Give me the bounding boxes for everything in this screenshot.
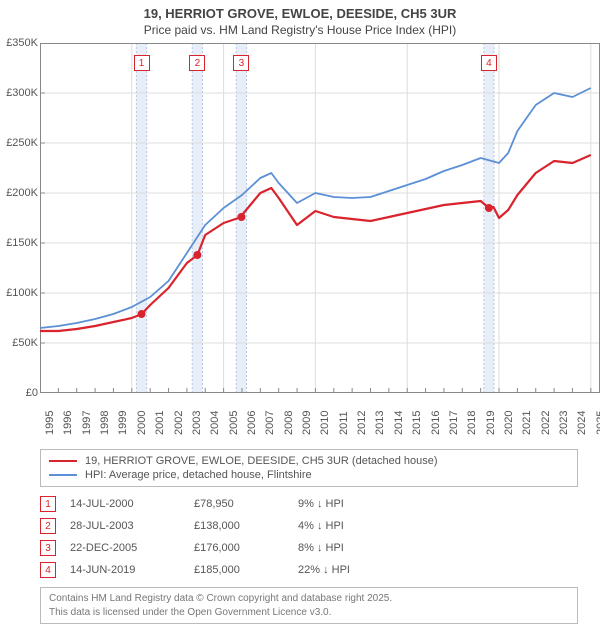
x-tick-label: 2012 — [356, 411, 368, 435]
x-tick-label: 2010 — [319, 411, 331, 435]
sale-row: 3 22-DEC-2005 £176,000 8% ↓ HPI — [40, 537, 560, 559]
sales-table: 1 14-JUL-2000 £78,950 9% ↓ HPI 2 28-JUL-… — [40, 493, 560, 581]
legend-swatch — [49, 474, 77, 476]
x-tick-label: 2021 — [521, 411, 533, 435]
x-axis-labels: 1995 1996 1997 1998 1999 2000 2001 2002 2003 2004… — [40, 393, 600, 443]
sale-row-marker: 2 — [40, 518, 56, 534]
x-tick-label: 2002 — [173, 411, 185, 435]
x-tick-label: 2015 — [411, 411, 423, 435]
x-tick-label: 2022 — [540, 411, 552, 435]
y-tick-label: £50K — [2, 337, 38, 349]
x-tick-label: 2004 — [209, 411, 221, 435]
y-tick-label: £350K — [2, 37, 38, 49]
x-tick-label: 2017 — [448, 411, 460, 435]
y-tick-label: £300K — [2, 87, 38, 99]
chart-plot-area: 1 2 3 4 — [40, 43, 600, 393]
sale-row-price: £78,950 — [194, 498, 284, 510]
sale-marker-3: 3 — [233, 55, 249, 71]
sale-row: 1 14-JUL-2000 £78,950 9% ↓ HPI — [40, 493, 560, 515]
legend: 19, HERRIOT GROVE, EWLOE, DEESIDE, CH5 3… — [40, 449, 578, 487]
sale-row-price: £176,000 — [194, 542, 284, 554]
y-tick-label: £150K — [2, 237, 38, 249]
x-tick-label: 2018 — [466, 411, 478, 435]
sale-marker-2: 2 — [189, 55, 205, 71]
x-tick-label: 2007 — [264, 411, 276, 435]
x-tick-label: 2001 — [154, 411, 166, 435]
attribution: Contains HM Land Registry data © Crown c… — [40, 587, 578, 624]
x-tick-label: 2014 — [393, 411, 405, 435]
sale-row-price: £138,000 — [194, 520, 284, 532]
x-tick-label: 1997 — [81, 411, 93, 435]
sale-row-date: 28-JUL-2003 — [70, 520, 180, 532]
x-tick-label: 1995 — [44, 411, 56, 435]
sale-row-date: 14-JUN-2019 — [70, 564, 180, 576]
y-tick-label: £0 — [2, 387, 38, 399]
x-tick-label: 2016 — [430, 411, 442, 435]
x-tick-label: 2009 — [301, 411, 313, 435]
y-tick-label: £100K — [2, 287, 38, 299]
x-tick-label: 2006 — [246, 411, 258, 435]
x-tick-label: 2000 — [136, 411, 148, 435]
y-tick-label: £250K — [2, 137, 38, 149]
sale-marker-4: 4 — [481, 55, 497, 71]
legend-text: 19, HERRIOT GROVE, EWLOE, DEESIDE, CH5 3… — [85, 455, 438, 467]
sale-row-date: 22-DEC-2005 — [70, 542, 180, 554]
x-tick-label: 2023 — [558, 411, 570, 435]
sale-row-diff: 22% ↓ HPI — [298, 564, 398, 576]
x-tick-label: 1998 — [99, 411, 111, 435]
sale-row-diff: 4% ↓ HPI — [298, 520, 398, 532]
sale-row-price: £185,000 — [194, 564, 284, 576]
sale-row: 4 14-JUN-2019 £185,000 22% ↓ HPI — [40, 559, 560, 581]
x-tick-label: 2005 — [228, 411, 240, 435]
sale-row-marker: 3 — [40, 540, 56, 556]
attribution-line-1: Contains HM Land Registry data © Crown c… — [49, 592, 569, 606]
x-tick-label: 2020 — [503, 411, 515, 435]
sale-row: 2 28-JUL-2003 £138,000 4% ↓ HPI — [40, 515, 560, 537]
sale-row-diff: 8% ↓ HPI — [298, 542, 398, 554]
title-block: 19, HERRIOT GROVE, EWLOE, DEESIDE, CH5 3… — [0, 0, 600, 39]
y-tick-label: £200K — [2, 187, 38, 199]
chart-subtitle: Price paid vs. HM Land Registry's House … — [10, 23, 590, 37]
x-tick-label: 1996 — [62, 411, 74, 435]
sale-row-marker: 1 — [40, 496, 56, 512]
legend-text: HPI: Average price, detached house, Flin… — [85, 469, 312, 481]
x-tick-label: 2013 — [374, 411, 386, 435]
x-tick-label: 2019 — [485, 411, 497, 435]
chart-svg — [40, 43, 600, 393]
chart-container: 19, HERRIOT GROVE, EWLOE, DEESIDE, CH5 3… — [0, 0, 600, 624]
x-tick-label: 2024 — [576, 411, 588, 435]
legend-swatch — [49, 460, 77, 462]
x-tick-label: 2011 — [338, 411, 350, 435]
x-tick-label: 2003 — [191, 411, 203, 435]
attribution-line-2: This data is licensed under the Open Gov… — [49, 606, 569, 620]
legend-row: HPI: Average price, detached house, Flin… — [49, 468, 569, 482]
x-tick-label: 2008 — [283, 411, 295, 435]
x-tick-label: 1999 — [117, 411, 129, 435]
sale-row-marker: 4 — [40, 562, 56, 578]
chart-title: 19, HERRIOT GROVE, EWLOE, DEESIDE, CH5 3… — [10, 6, 590, 21]
sale-row-date: 14-JUL-2000 — [70, 498, 180, 510]
x-tick-label: 2025 — [595, 411, 600, 435]
sale-row-diff: 9% ↓ HPI — [298, 498, 398, 510]
sale-marker-1: 1 — [134, 55, 150, 71]
legend-row: 19, HERRIOT GROVE, EWLOE, DEESIDE, CH5 3… — [49, 454, 569, 468]
